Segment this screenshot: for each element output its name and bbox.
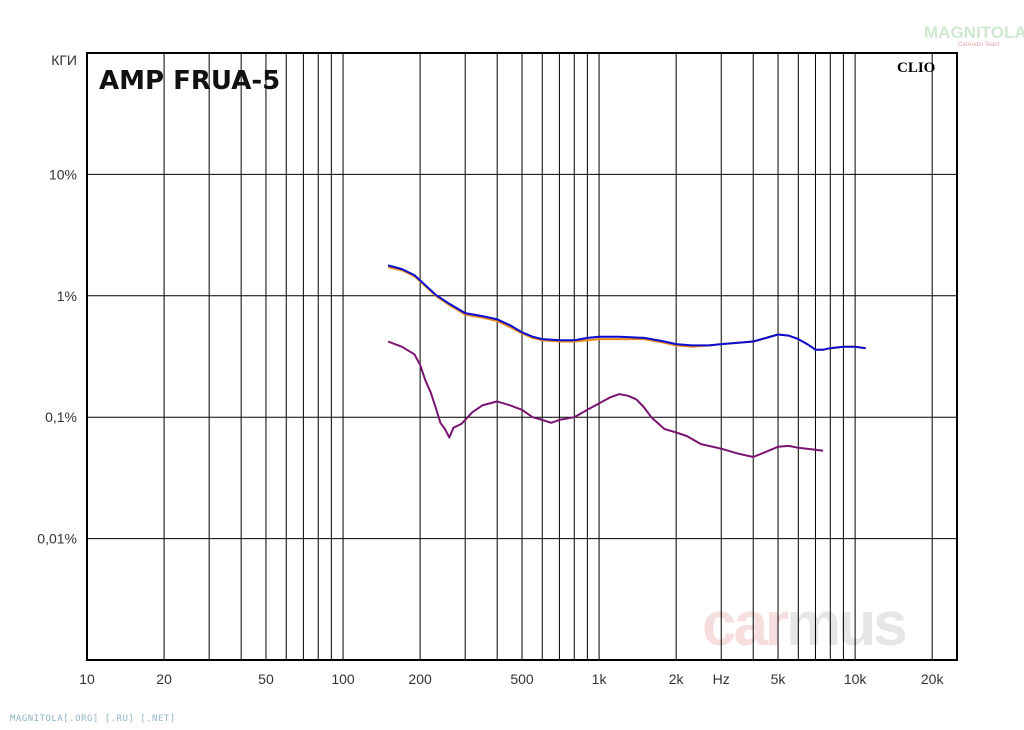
watermark-car-text: car xyxy=(702,590,789,659)
magnitola-logo-text: MAGNITOLA xyxy=(924,23,1024,42)
x-tick-label: 2k xyxy=(669,671,685,687)
series-line-3 xyxy=(387,340,824,458)
x-tick-label: 50 xyxy=(258,671,274,687)
y-tick-labels: КГИ 10% 1% 0,1% 0,01% xyxy=(37,52,77,547)
y-tick-label: 0,1% xyxy=(45,409,77,425)
clio-label: CLIO xyxy=(897,60,935,76)
carmus-watermark: carmus xyxy=(702,590,908,659)
y-tick-label: КГИ xyxy=(51,52,77,68)
x-tick-label: 10 xyxy=(79,671,95,687)
series-line-2 xyxy=(387,264,866,351)
x-tick-label: 5k xyxy=(771,671,787,687)
x-tick-label: 500 xyxy=(510,671,534,687)
x-tick-label: Hz xyxy=(713,671,730,687)
x-tick-label: 1k xyxy=(592,671,608,687)
x-tick-label: 200 xyxy=(408,671,432,687)
magnitola-logo: MAGNITOLA CarAudio Team xyxy=(924,23,1024,48)
watermark-mus-text: mus xyxy=(786,590,905,659)
y-tick-label: 1% xyxy=(57,288,77,304)
y-tick-label: 10% xyxy=(49,166,77,182)
svg-text:carmus: carmus xyxy=(702,590,905,659)
footer-site-text: MAGNITOLA[.ORG] [.RU] [.NET] xyxy=(10,714,176,724)
magnitola-logo-sub: CarAudio Team xyxy=(958,42,999,48)
x-tick-label: 10k xyxy=(844,671,868,687)
x-tick-label: 20k xyxy=(921,671,945,687)
x-tick-label: 100 xyxy=(331,671,355,687)
x-tick-labels: 10 20 50 100 200 500 1k 2k Hz 5k 10k 20k xyxy=(79,671,944,687)
chart-grid xyxy=(87,53,957,660)
plot-frame xyxy=(86,52,958,661)
series-layer xyxy=(387,264,866,458)
chart-title: AMP FRUA-5 xyxy=(99,66,280,96)
x-tick-label: 20 xyxy=(156,671,172,687)
y-tick-label: 0,01% xyxy=(37,531,77,547)
